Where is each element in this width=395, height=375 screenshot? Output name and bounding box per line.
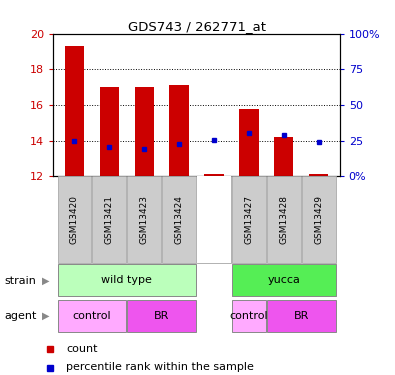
Text: GSM13421: GSM13421 bbox=[105, 195, 114, 244]
Text: ▶: ▶ bbox=[41, 276, 49, 285]
Text: GSM13423: GSM13423 bbox=[139, 195, 149, 244]
Bar bbox=[267, 176, 301, 262]
Bar bbox=[58, 300, 126, 332]
Bar bbox=[232, 176, 266, 262]
Bar bbox=[162, 176, 196, 262]
Bar bbox=[127, 176, 161, 262]
Bar bbox=[100, 87, 119, 176]
Text: control: control bbox=[72, 311, 111, 321]
Text: ▶: ▶ bbox=[41, 311, 49, 321]
Text: GSM13427: GSM13427 bbox=[245, 195, 254, 244]
Bar bbox=[204, 174, 224, 176]
Text: percentile rank within the sample: percentile rank within the sample bbox=[66, 363, 254, 372]
Bar bbox=[232, 300, 266, 332]
Bar bbox=[65, 46, 84, 176]
Bar bbox=[58, 176, 91, 262]
Bar bbox=[127, 300, 196, 332]
Text: control: control bbox=[229, 311, 268, 321]
Text: GSM13420: GSM13420 bbox=[70, 195, 79, 244]
Text: count: count bbox=[66, 344, 98, 354]
Bar bbox=[169, 86, 189, 176]
Text: strain: strain bbox=[4, 276, 36, 285]
Bar bbox=[302, 176, 335, 262]
Bar bbox=[309, 174, 328, 176]
Bar bbox=[135, 87, 154, 176]
Bar bbox=[239, 109, 258, 176]
Bar bbox=[274, 137, 293, 176]
Text: GSM13424: GSM13424 bbox=[175, 195, 184, 244]
Text: wild type: wild type bbox=[101, 275, 152, 285]
Text: yucca: yucca bbox=[267, 275, 300, 285]
Title: GDS743 / 262771_at: GDS743 / 262771_at bbox=[128, 20, 265, 33]
Text: BR: BR bbox=[293, 311, 309, 321]
Bar bbox=[232, 264, 335, 296]
Bar bbox=[197, 176, 231, 262]
Bar bbox=[267, 300, 335, 332]
Text: GSM13428: GSM13428 bbox=[279, 195, 288, 244]
Text: BR: BR bbox=[154, 311, 169, 321]
Text: GSM13429: GSM13429 bbox=[314, 195, 323, 244]
Bar bbox=[58, 264, 196, 296]
Bar bbox=[197, 176, 231, 262]
Text: agent: agent bbox=[4, 311, 36, 321]
Text: GSM13426: GSM13426 bbox=[209, 195, 218, 244]
Bar bbox=[92, 176, 126, 262]
